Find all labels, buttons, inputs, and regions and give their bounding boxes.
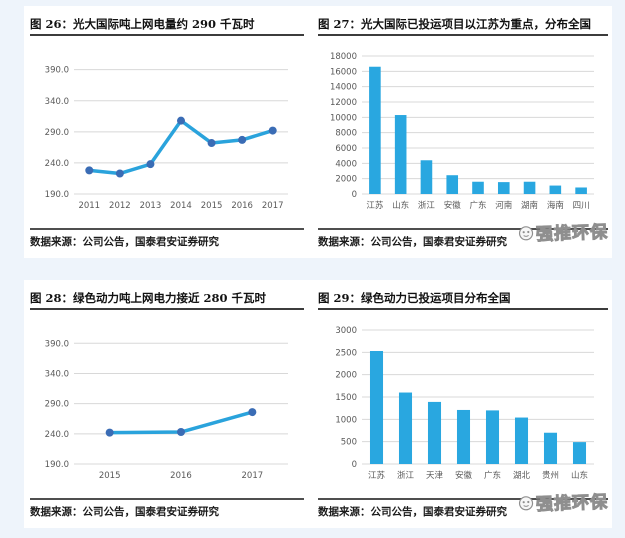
- svg-text:0: 0: [352, 190, 357, 200]
- figure-29-source: 数据来源：公司公告，国泰君安证券研究: [318, 498, 608, 528]
- svg-text:2015: 2015: [99, 471, 121, 481]
- line-chart-fig26: 190.0 240.0 290.0 340.0 390.0 2011 2012 2013 201…: [45, 66, 288, 211]
- figure-29-chart-area: 0 500 1000 1500 2000 2500 3000 江苏 浙江 天津 安徽 广东 湖北 贵州 山东: [318, 310, 608, 498]
- line-chart-fig28: 190.0 240.0 290.0 340.0 390.0 2015 2016 2017: [45, 339, 288, 481]
- svg-text:山东: 山东: [392, 200, 409, 211]
- svg-text:贵州: 贵州: [542, 470, 559, 481]
- svg-text:2000: 2000: [335, 371, 357, 381]
- svg-text:340.0: 340.0: [45, 97, 69, 107]
- svg-text:广东: 广东: [469, 200, 486, 211]
- svg-text:18000: 18000: [330, 52, 357, 62]
- svg-text:2500: 2500: [335, 348, 357, 358]
- svg-text:240.0: 240.0: [45, 159, 69, 169]
- svg-text:240.0: 240.0: [45, 430, 69, 440]
- figure-28: 图 28：绿色动力吨上网电力接近 280 千瓦时 190.0 240.0 290.0…: [30, 280, 304, 528]
- svg-text:海南: 海南: [547, 200, 564, 211]
- svg-text:390.0: 390.0: [45, 66, 69, 76]
- figure-28-source: 数据来源：公司公告，国泰君安证券研究: [30, 498, 304, 528]
- svg-text:6000: 6000: [335, 144, 357, 154]
- figure-28-title: 图 28：绿色动力吨上网电力接近 280 千瓦时: [30, 288, 304, 310]
- svg-text:2014: 2014: [170, 201, 192, 211]
- svg-text:500: 500: [341, 438, 357, 448]
- svg-text:2016: 2016: [231, 201, 253, 211]
- svg-text:10000: 10000: [330, 113, 357, 123]
- svg-text:浙江: 浙江: [418, 200, 436, 211]
- svg-text:2017: 2017: [262, 201, 284, 211]
- svg-text:2011: 2011: [78, 201, 100, 211]
- figure-26: 图 26：光大国际吨上网电量约 290 千瓦时 190.0 240.0 290.0 3…: [30, 6, 304, 258]
- svg-text:340.0: 340.0: [45, 369, 69, 379]
- figure-27-chart-area: 0 2000 4000 6000 8000 10000 12000 14000 16000 180…: [318, 36, 608, 228]
- figure-29-title: 图 29：绿色动力已投运项目分布全国: [318, 288, 608, 310]
- svg-text:8000: 8000: [335, 129, 357, 139]
- svg-text:2012: 2012: [109, 201, 131, 211]
- figure-26-source: 数据来源：公司公告，国泰君安证券研究: [30, 228, 304, 258]
- svg-text:安徽: 安徽: [455, 470, 473, 481]
- svg-text:12000: 12000: [330, 98, 357, 108]
- svg-text:1500: 1500: [335, 393, 357, 403]
- bar-chart-fig29: 0 500 1000 1500 2000 2500 3000 江苏 浙江 天津 安徽 广东 湖北 贵州 山东: [335, 326, 594, 481]
- svg-text:2013: 2013: [140, 201, 162, 211]
- svg-text:安徽: 安徽: [444, 200, 462, 211]
- svg-text:16000: 16000: [330, 67, 357, 77]
- figure-26-title: 图 26：光大国际吨上网电量约 290 千瓦时: [30, 14, 304, 36]
- svg-text:190.0: 190.0: [45, 460, 69, 470]
- figure-27: 图 27：光大国际已投运项目以江苏为重点，分布全国 0 2000 4000 6000 8…: [318, 6, 609, 258]
- svg-text:浙江: 浙江: [397, 470, 415, 481]
- svg-text:14000: 14000: [330, 83, 357, 93]
- svg-text:广东: 广东: [484, 470, 501, 481]
- svg-text:1000: 1000: [335, 415, 357, 425]
- bar-chart-fig27: 0 2000 4000 6000 8000 10000 12000 14000 16000 180…: [330, 52, 594, 211]
- svg-text:0: 0: [352, 460, 357, 470]
- svg-text:山东: 山东: [571, 470, 588, 481]
- svg-text:江苏: 江苏: [366, 200, 384, 211]
- report-row-bottom: 图 28：绿色动力吨上网电力接近 280 千瓦时 190.0 240.0 290.0…: [24, 280, 612, 528]
- svg-text:4000: 4000: [335, 159, 357, 169]
- svg-text:2000: 2000: [335, 175, 357, 185]
- figure-28-chart-area: 190.0 240.0 290.0 340.0 390.0 2015 2016 2017: [30, 310, 304, 498]
- svg-text:390.0: 390.0: [45, 339, 69, 349]
- svg-text:190.0: 190.0: [45, 190, 69, 200]
- figure-26-chart-area: 190.0 240.0 290.0 340.0 390.0 2011 2012 2013 201…: [30, 36, 304, 228]
- svg-text:290.0: 290.0: [45, 400, 69, 410]
- svg-text:天津: 天津: [426, 470, 444, 481]
- svg-text:湖南: 湖南: [521, 200, 538, 211]
- svg-text:河南: 河南: [495, 200, 512, 211]
- figure-27-title: 图 27：光大国际已投运项目以江苏为重点，分布全国: [318, 14, 608, 36]
- svg-text:湖北: 湖北: [513, 471, 531, 481]
- figure-29: 图 29：绿色动力已投运项目分布全国 0 500 1000 1500 2000 2500 3…: [318, 280, 609, 528]
- report-row-top: 图 26：光大国际吨上网电量约 290 千瓦时 190.0 240.0 290.0 3…: [24, 6, 612, 258]
- svg-text:290.0: 290.0: [45, 128, 69, 138]
- svg-text:四川: 四川: [573, 201, 590, 211]
- svg-text:2017: 2017: [242, 471, 264, 481]
- figure-27-source: 数据来源：公司公告，国泰君安证券研究: [318, 228, 608, 258]
- svg-text:3000: 3000: [335, 326, 357, 336]
- svg-text:江苏: 江苏: [368, 470, 386, 481]
- svg-text:2015: 2015: [201, 201, 223, 211]
- svg-text:2016: 2016: [170, 471, 192, 481]
